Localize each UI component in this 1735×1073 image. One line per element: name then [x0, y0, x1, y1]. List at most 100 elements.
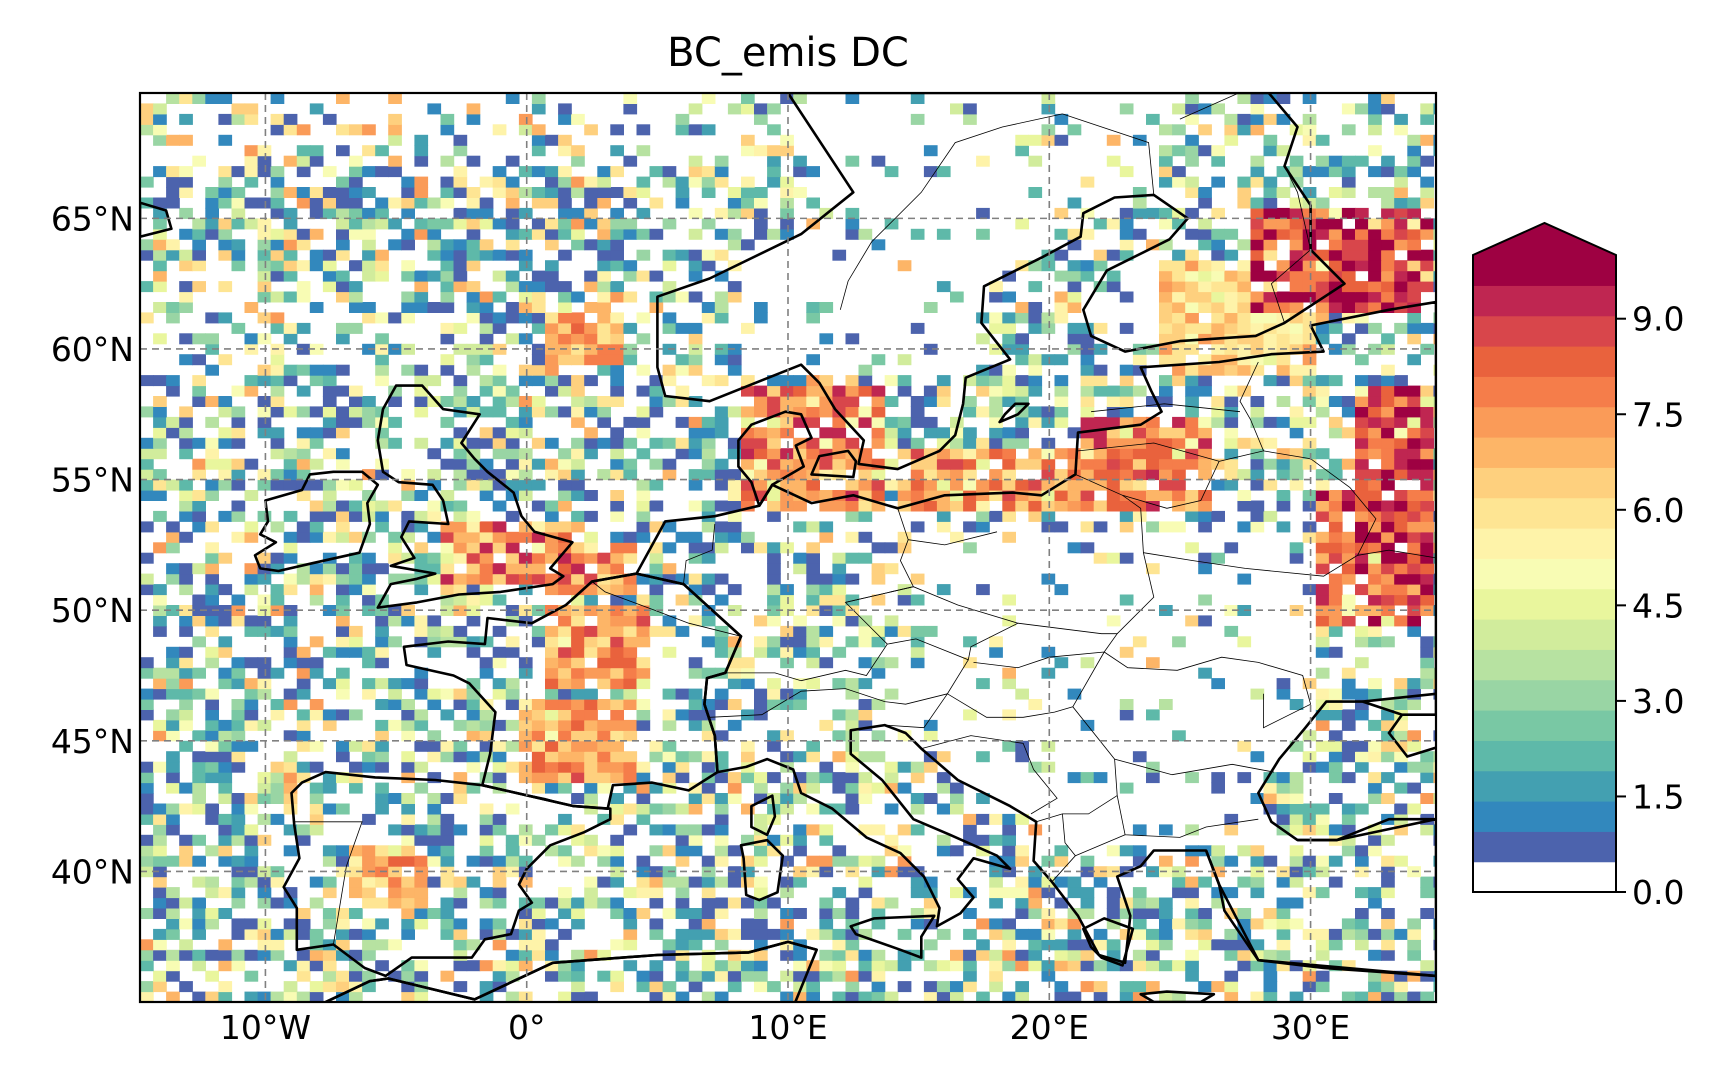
emission-cell	[610, 740, 624, 752]
emission-cell	[714, 751, 729, 763]
emission-cell	[283, 239, 298, 251]
emission-cell	[571, 542, 585, 554]
emission-cell	[727, 364, 742, 376]
emission-cell	[910, 573, 925, 585]
emission-cell	[140, 939, 154, 951]
emission-cell	[375, 845, 389, 857]
emission-cell	[244, 385, 259, 397]
emission-cell	[1394, 437, 1408, 449]
emission-cell	[754, 469, 768, 481]
emission-cell	[754, 437, 768, 449]
emission-cell	[1172, 270, 1186, 282]
emission-cell	[1276, 918, 1291, 930]
emission-cell	[806, 646, 820, 658]
emission-cell	[963, 834, 977, 846]
emission-cell	[1185, 207, 1199, 219]
emission-cell	[701, 584, 716, 596]
emission-cell	[179, 678, 193, 690]
colorbar-level	[1473, 710, 1616, 741]
emission-cell	[1394, 260, 1408, 272]
emission-cell	[322, 500, 337, 512]
emission-cell	[1054, 897, 1069, 909]
emission-cell	[1172, 249, 1186, 261]
emission-cell	[492, 928, 507, 940]
emission-cell	[1028, 897, 1043, 909]
emission-cell	[754, 312, 768, 324]
emission-cell	[688, 782, 703, 794]
emission-cell	[950, 416, 964, 428]
emission-cell	[1328, 187, 1343, 198]
emission-cell	[1315, 646, 1330, 658]
emission-cell	[270, 813, 285, 825]
emission-cell	[597, 699, 611, 710]
emission-cell	[296, 970, 311, 982]
emission-cell	[1355, 761, 1369, 773]
emission-cell	[1067, 197, 1082, 209]
emission-cell	[388, 615, 402, 627]
emission-cell	[1407, 448, 1421, 460]
emission-cell	[283, 782, 298, 794]
emission-cell	[1420, 657, 1434, 669]
emission-cell	[910, 448, 925, 460]
emission-cell	[453, 918, 468, 930]
emission-cell	[1080, 490, 1095, 501]
emission-cell	[714, 207, 729, 219]
emission-cell	[1263, 772, 1278, 784]
emission-cell	[1368, 594, 1382, 606]
emission-cell	[309, 343, 324, 355]
emission-cell	[1368, 510, 1382, 522]
emission-cell	[466, 207, 481, 219]
emission-cell	[662, 782, 677, 794]
emission-cell	[610, 803, 624, 815]
emission-cell	[714, 793, 729, 804]
emission-cell	[819, 521, 834, 533]
emission-cell	[179, 981, 193, 993]
emission-cell	[1224, 970, 1239, 982]
emission-cell	[558, 563, 572, 575]
emission-cell	[296, 291, 311, 303]
emission-cell	[309, 949, 324, 961]
emission-cell	[858, 416, 873, 428]
emission-cell	[492, 479, 507, 491]
emission-cell	[701, 302, 716, 313]
emission-cell	[545, 897, 559, 909]
emission-cell	[1341, 333, 1356, 345]
emission-cell	[388, 970, 402, 982]
colorbar-level	[1473, 528, 1616, 559]
coastline-segment	[1297, 817, 1436, 842]
emission-cell	[858, 960, 873, 972]
emission-cell	[283, 270, 298, 282]
emission-cell	[1041, 500, 1056, 512]
emission-cell	[1028, 699, 1043, 710]
emission-cell	[140, 406, 154, 418]
emission-cell	[179, 302, 193, 313]
emission-cell	[270, 782, 285, 794]
emission-cell	[662, 364, 677, 376]
emission-cell	[270, 249, 285, 261]
emission-cell	[571, 416, 585, 428]
emission-cell	[1368, 782, 1382, 794]
emission-cell	[427, 469, 442, 481]
emission-cell	[153, 824, 167, 836]
emission-cell	[741, 928, 755, 940]
emission-cell	[1263, 145, 1278, 157]
emission-cell	[1224, 887, 1239, 899]
emission-cell	[153, 688, 167, 700]
emission-cell	[832, 563, 847, 575]
emission-cell	[741, 772, 755, 784]
emission-cell	[453, 688, 468, 700]
emission-cell	[741, 458, 755, 470]
emission-cell	[1355, 458, 1369, 470]
emission-cell	[597, 333, 611, 345]
emission-cell	[597, 667, 611, 679]
emission-cell	[492, 876, 507, 888]
emission-cell	[270, 375, 285, 387]
emission-cell	[845, 709, 860, 721]
emission-cell	[727, 981, 742, 993]
emission-cell	[754, 949, 768, 961]
emission-cell	[780, 991, 794, 1002]
emission-cell	[675, 625, 690, 637]
emission-cell	[322, 416, 337, 428]
emission-cell	[1315, 615, 1330, 627]
emission-cell	[257, 928, 272, 940]
